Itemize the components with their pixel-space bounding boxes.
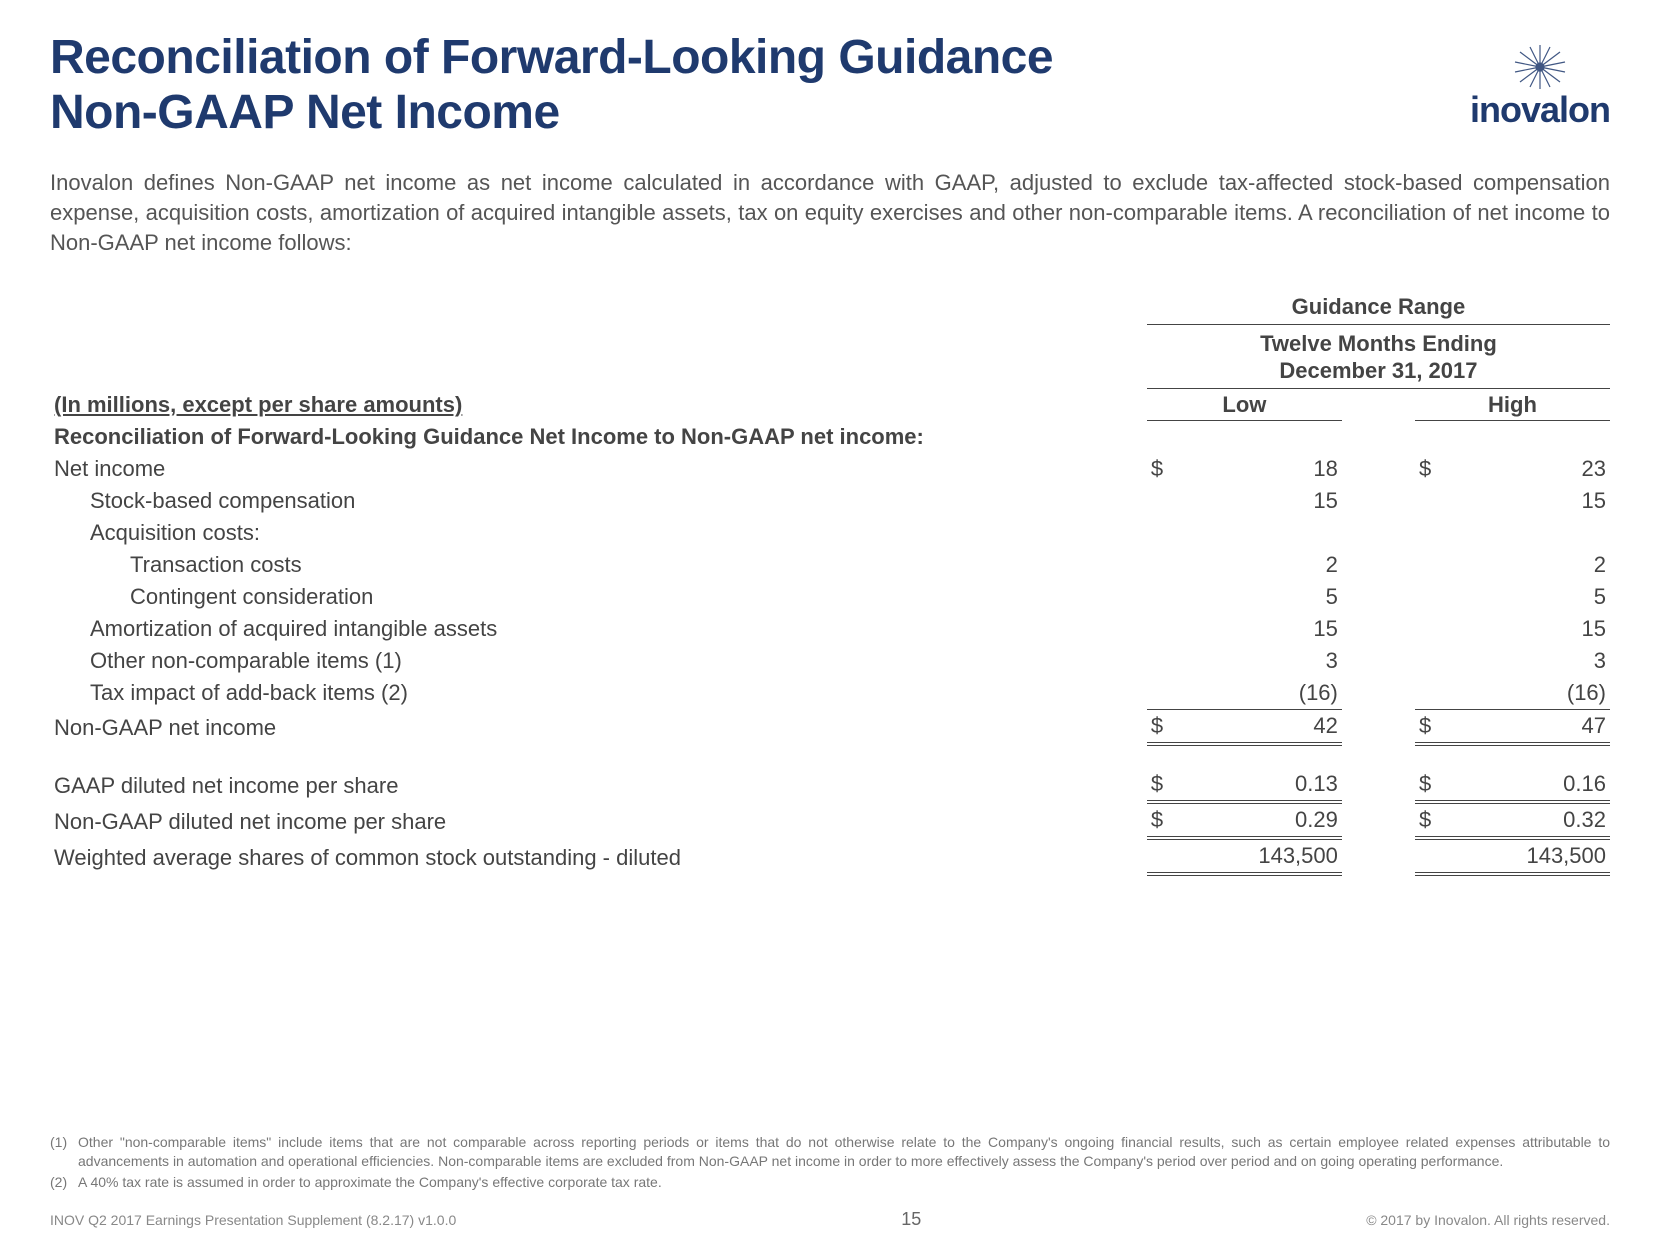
guidance-range-header: Guidance Range: [1147, 291, 1610, 325]
reconciliation-table-wrap: Guidance Range Twelve Months Ending Dece…: [50, 291, 1610, 875]
logo-swirl-icon: [1505, 40, 1575, 95]
row-shares: Weighted average shares of common stock …: [50, 838, 1610, 874]
row-acq-costs: Acquisition costs:: [50, 517, 1610, 549]
intro-paragraph: Inovalon defines Non-GAAP net income as …: [50, 168, 1610, 257]
row-amort: Amortization of acquired intangible asse…: [50, 613, 1610, 645]
header-row-guidance: Guidance Range: [50, 291, 1610, 325]
logo-text: inovalon: [1470, 89, 1610, 131]
row-tx-costs: Transaction costs 2 2: [50, 549, 1610, 581]
row-tax-impact: Tax impact of add-back items (2) (16) (1…: [50, 677, 1610, 710]
footnotes: (1) Other "non-comparable items" include…: [50, 1133, 1610, 1194]
slide-footer: INOV Q2 2017 Earnings Presentation Suppl…: [50, 1209, 1610, 1230]
row-net-income: Net income $ 18 $ 23: [50, 453, 1610, 485]
header-row-months: Twelve Months Ending December 31, 2017: [50, 325, 1610, 389]
row-other: Other non-comparable items (1) 3 3: [50, 645, 1610, 677]
footnote-1: (1) Other "non-comparable items" include…: [50, 1133, 1610, 1171]
slide-title: Reconciliation of Forward-Looking Guidan…: [50, 30, 1053, 140]
company-logo: inovalon: [1470, 40, 1610, 131]
section-title-row: Reconciliation of Forward-Looking Guidan…: [50, 421, 1610, 453]
row-contingent: Contingent consideration 5 5: [50, 581, 1610, 613]
row-nongaap-eps: Non-GAAP diluted net income per share $ …: [50, 802, 1610, 838]
section-title: Reconciliation of Forward-Looking Guidan…: [50, 421, 1147, 453]
row-gaap-eps: GAAP diluted net income per share $ 0.13…: [50, 768, 1610, 802]
page-number: 15: [901, 1209, 921, 1230]
row-sbc: Stock-based compensation 15 15: [50, 485, 1610, 517]
header-row-lowhigh: (In millions, except per share amounts) …: [50, 389, 1610, 421]
title-line-2: Non-GAAP Net Income: [50, 86, 560, 139]
row-nongaap-ni: Non-GAAP net income $ 42 $ 47: [50, 709, 1610, 744]
spacer-row: [50, 744, 1610, 768]
units-label: (In millions, except per share amounts): [50, 389, 1147, 421]
title-line-1: Reconciliation of Forward-Looking Guidan…: [50, 31, 1053, 84]
low-header: Low: [1147, 389, 1342, 421]
footnote-2: (2) A 40% tax rate is assumed in order t…: [50, 1173, 1610, 1192]
footer-left: INOV Q2 2017 Earnings Presentation Suppl…: [50, 1212, 456, 1228]
footer-right: © 2017 by Inovalon. All rights reserved.: [1366, 1212, 1610, 1228]
slide-header: Reconciliation of Forward-Looking Guidan…: [50, 30, 1610, 140]
reconciliation-table: Guidance Range Twelve Months Ending Dece…: [50, 291, 1610, 875]
high-header: High: [1415, 389, 1610, 421]
months-header: Twelve Months Ending December 31, 2017: [1147, 325, 1610, 389]
